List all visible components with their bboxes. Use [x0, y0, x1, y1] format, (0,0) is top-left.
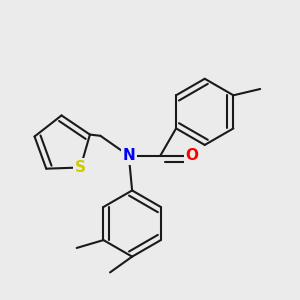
Text: N: N	[122, 148, 135, 163]
Text: O: O	[185, 148, 198, 163]
Text: S: S	[75, 160, 86, 175]
